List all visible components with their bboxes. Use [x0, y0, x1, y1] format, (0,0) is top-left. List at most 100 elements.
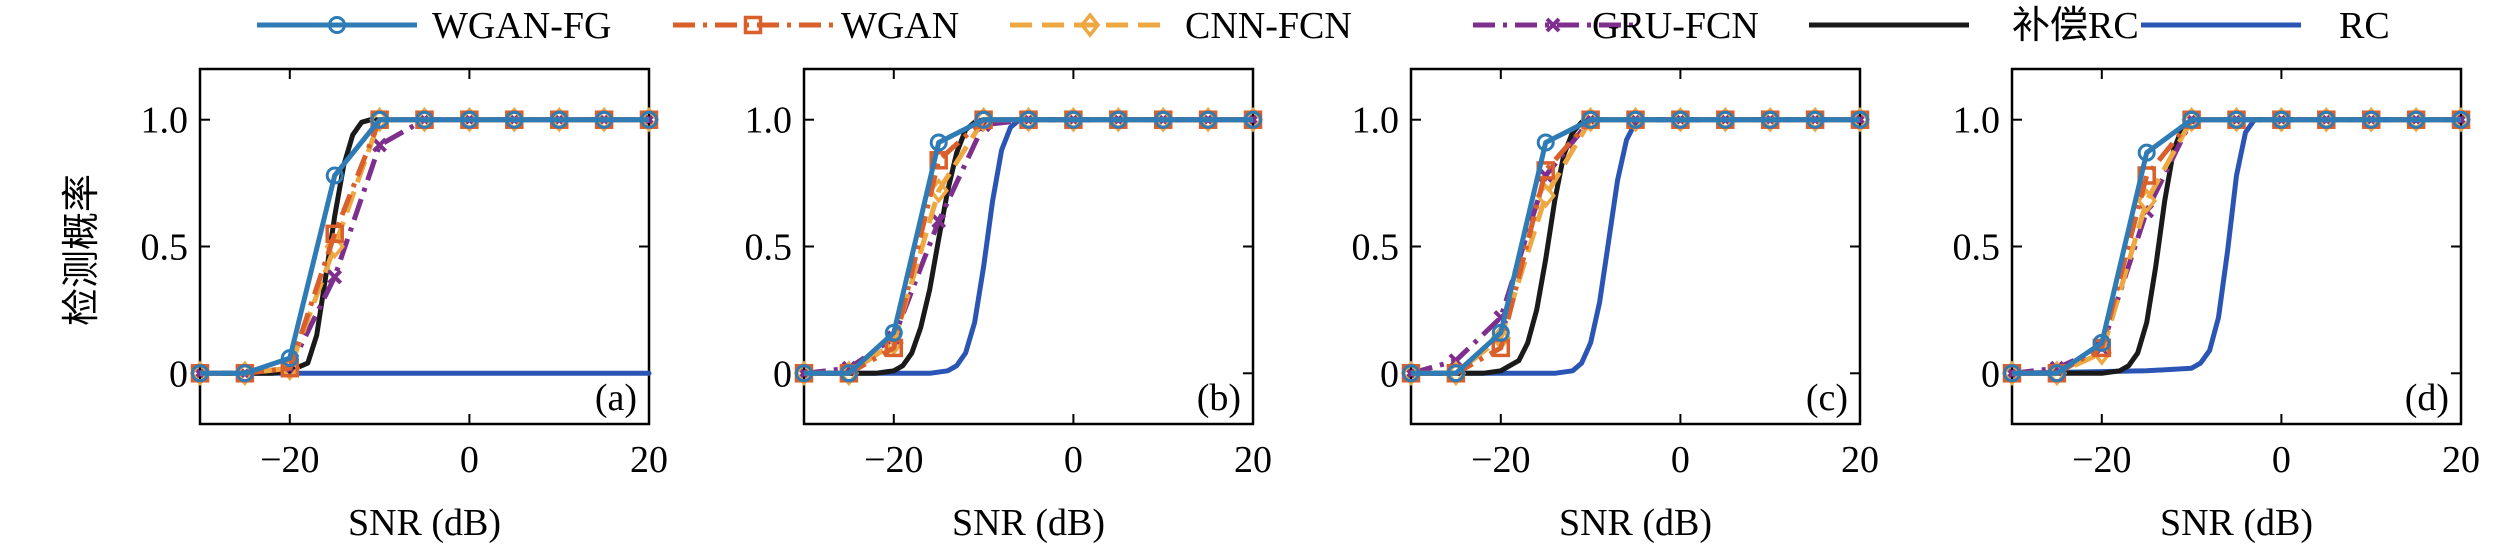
data-point-wgan-fg-shape: [2182, 110, 2201, 129]
y-axis-title: 检测概率: [61, 174, 103, 326]
data-point-wgan-fg-shape: [2272, 110, 2291, 129]
y-tick-label: 0.5: [745, 227, 793, 269]
data-point-wgan-fg-shape: [280, 349, 299, 368]
legend-marker-shape: [1545, 17, 1561, 33]
data-point-wgan-fg-shape: [640, 110, 658, 129]
legend-label: GRU-FCN: [1592, 5, 1759, 47]
data-point-wgan-fg-shape: [1019, 110, 1038, 129]
legend-label: WGAN-FG: [432, 5, 611, 47]
series-line-gru-fcn: [2011, 117, 2461, 376]
data-point-wgan-fg: [795, 364, 813, 383]
data-point-cnn-fcn: [2136, 188, 2157, 214]
data-point-wgan-fg: [1716, 110, 1735, 129]
y-tick-label: 0.5: [1953, 227, 2001, 269]
data-point-wgan-fg: [235, 364, 254, 383]
series-line-gru-fcn: [1410, 117, 1860, 376]
legend-label: WGAN: [841, 5, 959, 47]
x-tick-label: 20: [1841, 439, 1879, 481]
data-point-wgan-fg: [1199, 110, 1218, 129]
legend-label: RC: [2339, 5, 2390, 47]
panel-label: (c): [1806, 377, 1848, 419]
data-point-gru-fcn-shape: [372, 137, 388, 153]
legend-item: WGAN-FG: [257, 5, 611, 47]
panel-data: [189, 106, 660, 387]
series-line-wgan: [2012, 117, 2461, 376]
data-point-wgan-fg: [1671, 110, 1690, 129]
data-point-wgan-fg: [1491, 323, 1510, 342]
data-point-wgan-fg: [2227, 110, 2246, 129]
x-tick-label: 20: [1234, 439, 1272, 481]
series-line-compensated-rc: [801, 117, 1256, 376]
data-point-gru-fcn: [931, 213, 947, 229]
legend-item: 补偿RC: [1809, 5, 2139, 47]
series-line-gru-fcn: [200, 117, 649, 376]
y-tick-label: 1.0: [1953, 100, 2001, 142]
data-point-wgan-fg: [1806, 110, 1825, 129]
data-point-wgan-fg-shape: [839, 364, 858, 383]
data-point-wgan-fg: [2137, 143, 2156, 162]
y-tick-label: 0: [773, 353, 792, 395]
x-tick-label: 0: [1671, 439, 1690, 481]
data-point-wgan-fg-shape: [460, 110, 479, 129]
panel-data: [2001, 106, 2472, 387]
y-tick-label: 1.0: [745, 100, 793, 142]
x-axis-title: SNR (dB): [1559, 502, 1712, 544]
data-point-wgan-fg-shape: [884, 323, 903, 342]
series-line-cnn-fcn: [200, 117, 649, 376]
x-axis-title: SNR (dB): [952, 502, 1105, 544]
data-point-wgan-fg-shape: [2137, 143, 2156, 162]
series-line-cnn-fcn: [2012, 117, 2461, 376]
data-point-wgan-fg-shape: [325, 166, 344, 185]
data-point-wgan-fg-shape: [191, 364, 209, 383]
data-point-wgan-fg: [2047, 364, 2066, 383]
data-point-wgan-fg: [1446, 364, 1465, 383]
data-point-wgan-fg-shape: [1761, 110, 1780, 129]
data-point-wgan-fg: [505, 110, 524, 129]
data-point-wgan-fg: [280, 349, 299, 368]
data-point-wgan-fg-shape: [1491, 323, 1510, 342]
y-tick-label: 0: [1380, 353, 1399, 395]
data-point-wgan-fg: [1851, 110, 1869, 129]
data-point-wgan-fg-shape: [1064, 110, 1083, 129]
data-point-wgan-fg-shape: [550, 110, 569, 129]
data-point-wgan-fg: [2362, 110, 2381, 129]
data-point-wgan-fg: [595, 110, 614, 129]
x-axis-title: SNR (dB): [2160, 502, 2313, 544]
data-point-wgan-fg-shape: [929, 133, 948, 152]
data-point-wgan-fg-shape: [505, 110, 524, 129]
data-point-gru-fcn-shape: [327, 269, 343, 285]
legend-marker-shape: [743, 15, 763, 35]
panel-data: [793, 106, 1264, 387]
data-point-gru-fcn: [327, 269, 343, 285]
data-point-wgan-fg-shape: [795, 364, 813, 383]
series-line-wgan: [804, 117, 1253, 376]
series-line-compensated-rc: [2009, 117, 2464, 376]
data-point-wgan-fg: [2452, 110, 2470, 129]
y-tick-label: 0: [1981, 353, 2000, 395]
data-point-wgan-fg: [2272, 110, 2291, 129]
panel-d: 0 0.5 1.0 −20 0 20 SNR (dB) (d): [1953, 67, 2480, 544]
x-tick-label: −20: [2072, 439, 2131, 481]
data-point-wgan-fg: [1019, 110, 1038, 129]
legend: WGAN-FG WGAN CNN-FCN GRU-FCN 补偿RC RC: [257, 5, 2390, 47]
series-line-rc: [1408, 117, 1863, 376]
data-point-wgan-fg: [460, 110, 479, 129]
data-point-wgan-fg-shape: [2407, 110, 2426, 129]
x-tick-label: −20: [864, 439, 923, 481]
data-point-wgan-fg-shape: [2362, 110, 2381, 129]
data-point-wgan-fg: [2182, 110, 2201, 129]
series-line-rc: [2009, 117, 2464, 376]
data-point-wgan-fg: [2092, 333, 2111, 352]
data-point-wgan-fg-shape: [2092, 333, 2111, 352]
data-point-wgan-fg: [370, 110, 389, 129]
data-point-wgan-fg: [325, 166, 344, 185]
series-line-wgan-fg: [804, 117, 1253, 376]
data-point-wgan-fg-shape: [1851, 110, 1869, 129]
data-point-wgan-fg-shape: [235, 364, 254, 383]
x-tick-label: 20: [2442, 439, 2480, 481]
data-point-wgan-fg-shape: [1402, 364, 1420, 383]
data-point-wgan-fg: [2407, 110, 2426, 129]
series-line-wgan: [200, 117, 649, 376]
panel-label: (d): [2405, 377, 2449, 419]
series-line-cnn-fcn: [1411, 117, 1860, 376]
